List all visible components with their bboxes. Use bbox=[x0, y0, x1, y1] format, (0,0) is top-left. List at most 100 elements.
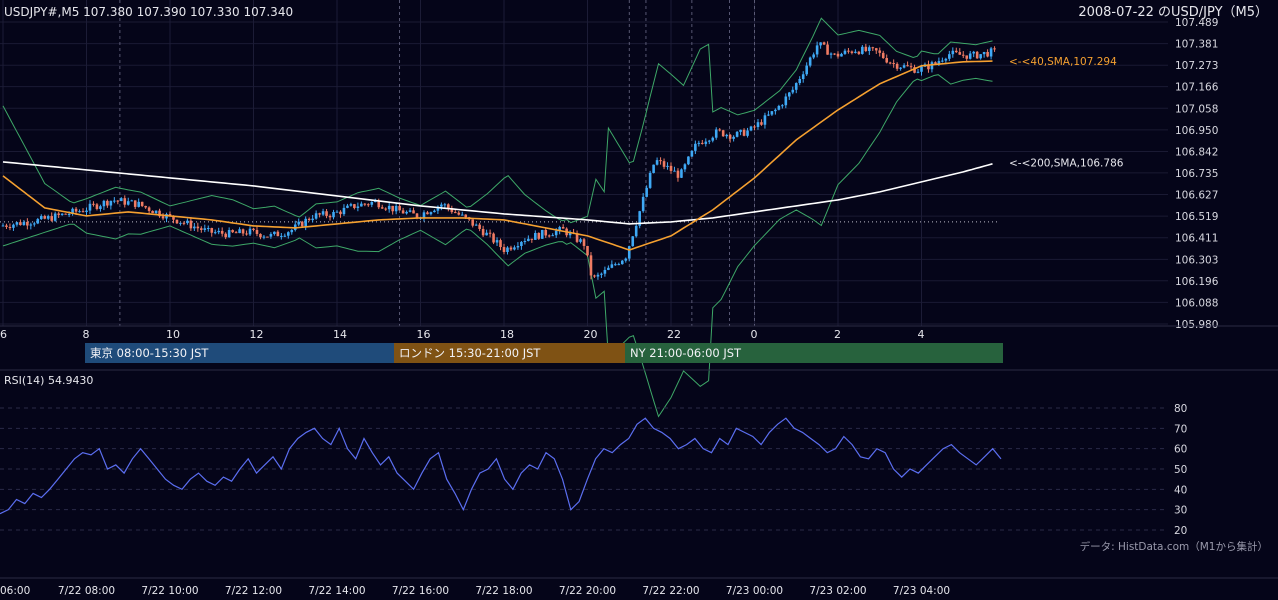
candle-bullish bbox=[902, 65, 906, 68]
candle-bearish bbox=[182, 222, 186, 224]
price-x-tick-label: 18 bbox=[500, 328, 514, 341]
candle-bullish bbox=[109, 200, 113, 206]
price-tick-label: 107.489 bbox=[1175, 17, 1218, 29]
price-tick-label: 106.196 bbox=[1175, 276, 1219, 288]
candle-bearish bbox=[492, 233, 495, 243]
rsi-tick-label: 30 bbox=[1174, 505, 1187, 517]
candle-bearish bbox=[892, 63, 895, 65]
candle-bullish bbox=[791, 89, 795, 93]
candle-bullish bbox=[645, 187, 648, 197]
session-label: 東京 08:00-15:30 JST bbox=[90, 346, 209, 360]
source-note: データ: HistData.com（M1から集計） bbox=[1080, 540, 1268, 553]
candle-bullish bbox=[356, 206, 360, 208]
candle-bearish bbox=[481, 228, 485, 236]
candle-bullish bbox=[186, 220, 189, 224]
candle-bullish bbox=[137, 201, 140, 207]
candle-bullish bbox=[683, 164, 687, 170]
candle-bearish bbox=[426, 212, 429, 215]
candle-bullish bbox=[596, 274, 600, 277]
candle-bullish bbox=[638, 211, 641, 226]
candle-bullish bbox=[787, 92, 791, 97]
session-label: ロンドン 15:30-21:00 JST bbox=[399, 346, 541, 360]
candle-bearish bbox=[895, 63, 899, 69]
candle-bullish bbox=[617, 264, 621, 266]
candle-bullish bbox=[690, 150, 694, 157]
candle-bullish bbox=[968, 53, 972, 59]
price-tick-label: 106.842 bbox=[1175, 146, 1218, 158]
candle-bearish bbox=[906, 65, 909, 67]
candle-bearish bbox=[582, 239, 586, 246]
candle-bullish bbox=[513, 247, 516, 250]
candle-bearish bbox=[353, 204, 356, 208]
rsi-tick-label: 40 bbox=[1174, 484, 1187, 496]
candle-bullish bbox=[854, 51, 857, 53]
candle-bullish bbox=[297, 221, 301, 225]
candle-bearish bbox=[864, 46, 868, 52]
candle-bullish bbox=[579, 239, 582, 242]
candle-bearish bbox=[927, 64, 930, 70]
candle-bearish bbox=[499, 240, 502, 248]
candle-bullish bbox=[767, 114, 770, 116]
price-x-tick-label: 12 bbox=[250, 328, 264, 341]
candle-bearish bbox=[252, 228, 255, 230]
candle-bearish bbox=[836, 53, 840, 57]
candle-bullish bbox=[634, 225, 638, 237]
candle-bearish bbox=[220, 230, 224, 234]
candle-bearish bbox=[537, 232, 541, 239]
candle-bearish bbox=[488, 232, 492, 234]
candle-bearish bbox=[457, 212, 461, 215]
price-tick-label: 106.519 bbox=[1175, 211, 1218, 223]
candle-bearish bbox=[401, 210, 405, 214]
price-tick-label: 106.627 bbox=[1175, 190, 1218, 202]
candle-bearish bbox=[43, 216, 47, 219]
candle-bearish bbox=[8, 226, 12, 228]
candle-bearish bbox=[676, 170, 680, 178]
candle-bullish bbox=[440, 204, 443, 207]
rsi-tick-label: 50 bbox=[1174, 464, 1187, 476]
candle-bearish bbox=[57, 213, 60, 215]
candle-bearish bbox=[857, 51, 861, 54]
candle-bearish bbox=[363, 203, 367, 205]
candle-bullish bbox=[777, 105, 781, 110]
candle-bearish bbox=[659, 160, 662, 162]
candle-bullish bbox=[805, 65, 808, 75]
candle-bullish bbox=[534, 232, 537, 240]
candle-bearish bbox=[975, 51, 979, 59]
candle-bullish bbox=[262, 236, 266, 238]
candle-bearish bbox=[234, 232, 238, 234]
candle-bullish bbox=[429, 212, 433, 215]
candle-bearish bbox=[986, 51, 989, 57]
candle-bearish bbox=[874, 48, 878, 51]
candle-bearish bbox=[561, 227, 565, 229]
candle-bearish bbox=[328, 215, 332, 218]
candle-bullish bbox=[558, 227, 561, 231]
candle-bearish bbox=[318, 213, 321, 215]
time-axis-label: 06:00 bbox=[0, 585, 30, 597]
candle-bullish bbox=[600, 273, 603, 275]
candle-bearish bbox=[701, 142, 704, 144]
candle-bearish bbox=[74, 208, 78, 212]
candle-bullish bbox=[774, 109, 777, 112]
candle-bullish bbox=[815, 45, 819, 55]
candle-bullish bbox=[732, 136, 735, 139]
time-axis-label: 7/23 00:00 bbox=[726, 585, 783, 597]
rsi-tick-label: 70 bbox=[1174, 423, 1187, 435]
candle-bullish bbox=[213, 232, 217, 234]
candle-bullish bbox=[920, 66, 923, 72]
price-x-tick-label: 0 bbox=[751, 328, 758, 341]
candle-bullish bbox=[436, 206, 440, 211]
candle-bullish bbox=[631, 236, 635, 247]
candle-bullish bbox=[899, 67, 902, 69]
candle-bullish bbox=[485, 232, 488, 236]
candle-bearish bbox=[133, 200, 137, 207]
candle-bearish bbox=[833, 53, 836, 55]
time-axis-label: 7/22 16:00 bbox=[392, 585, 449, 597]
candle-bullish bbox=[798, 78, 802, 84]
candle-bearish bbox=[530, 238, 534, 240]
candle-bearish bbox=[64, 213, 67, 215]
candle-bearish bbox=[200, 228, 203, 230]
price-x-tick-label: 10 bbox=[166, 328, 180, 341]
time-axis-label: 7/23 04:00 bbox=[893, 585, 950, 597]
candle-bullish bbox=[819, 42, 822, 46]
candle-bearish bbox=[158, 210, 161, 217]
